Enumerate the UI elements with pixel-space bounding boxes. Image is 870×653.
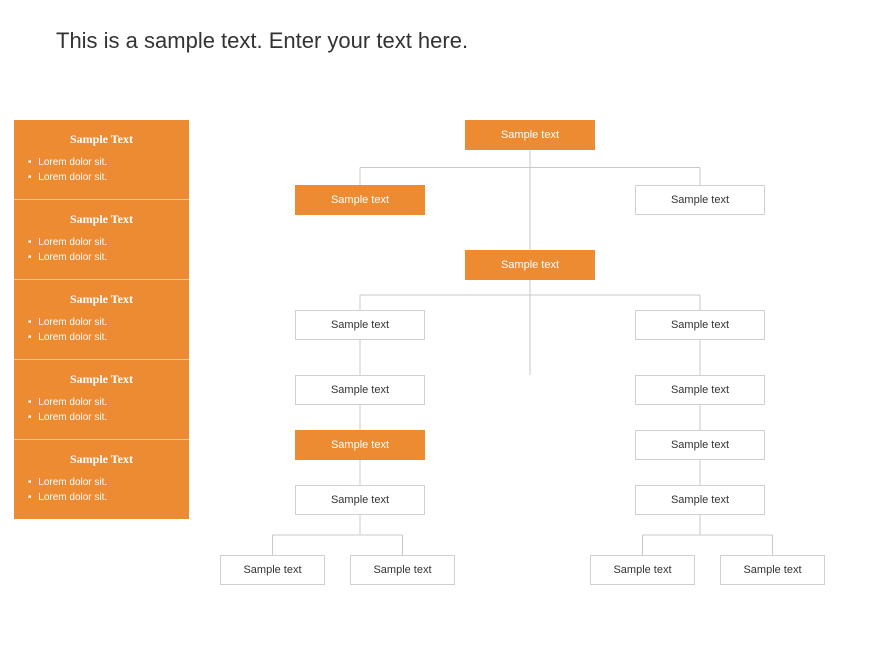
chart-node: Sample text <box>295 185 425 215</box>
chart-node: Sample text <box>350 555 455 585</box>
sidebar-bullet: Lorem dolor sit. <box>26 490 177 505</box>
org-chart: Sample text Sample text Sample text Sample … <box>200 110 860 640</box>
chart-node: Sample text <box>295 485 425 515</box>
sidebar-item: Sample Text Lorem dolor sit.Lorem dolor s… <box>14 360 189 440</box>
sidebar-bullet: Lorem dolor sit. <box>26 410 177 425</box>
sidebar-item-title: Sample Text <box>26 292 177 307</box>
chart-node: Sample text <box>220 555 325 585</box>
sidebar-item-title: Sample Text <box>26 452 177 467</box>
chart-node: Sample text <box>465 120 595 150</box>
chart-node: Sample text <box>635 185 765 215</box>
chart-node: Sample text <box>295 375 425 405</box>
sidebar-item: Sample Text Lorem dolor sit.Lorem dolor s… <box>14 200 189 280</box>
sidebar-item-title: Sample Text <box>26 132 177 147</box>
sidebar-bullet: Lorem dolor sit. <box>26 170 177 185</box>
sidebar-bullet: Lorem dolor sit. <box>26 250 177 265</box>
sidebar-item: Sample Text Lorem dolor sit.Lorem dolor s… <box>14 440 189 519</box>
sidebar-bullet: Lorem dolor sit. <box>26 330 177 345</box>
chart-node: Sample text <box>590 555 695 585</box>
page-title: This is a sample text. Enter your text h… <box>56 28 468 54</box>
sidebar-item-title: Sample Text <box>26 212 177 227</box>
sidebar-bullet: Lorem dolor sit. <box>26 235 177 250</box>
chart-node: Sample text <box>635 310 765 340</box>
sidebar-item: Sample Text Lorem dolor sit.Lorem dolor s… <box>14 280 189 360</box>
chart-node: Sample text <box>295 430 425 460</box>
chart-node: Sample text <box>635 485 765 515</box>
chart-node: Sample text <box>720 555 825 585</box>
sidebar-item-bullets: Lorem dolor sit.Lorem dolor sit. <box>26 235 177 265</box>
sidebar-bullet: Lorem dolor sit. <box>26 315 177 330</box>
sidebar-bullet: Lorem dolor sit. <box>26 395 177 410</box>
chart-node: Sample text <box>635 430 765 460</box>
sidebar: Sample TextLorem dolor sit.Lorem dolor s… <box>14 120 189 519</box>
sidebar-item-bullets: Lorem dolor sit.Lorem dolor sit. <box>26 155 177 185</box>
sidebar-bullet: Lorem dolor sit. <box>26 475 177 490</box>
chart-node: Sample text <box>295 310 425 340</box>
sidebar-item: Sample Text Lorem dolor sit.Lorem dolor s… <box>14 120 189 200</box>
sidebar-item-bullets: Lorem dolor sit.Lorem dolor sit. <box>26 395 177 425</box>
sidebar-item-title: Sample Text <box>26 372 177 387</box>
chart-node: Sample text <box>635 375 765 405</box>
sidebar-bullet: Lorem dolor sit. <box>26 155 177 170</box>
sidebar-item-bullets: Lorem dolor sit.Lorem dolor sit. <box>26 475 177 505</box>
sidebar-item-bullets: Lorem dolor sit.Lorem dolor sit. <box>26 315 177 345</box>
chart-node: Sample text <box>465 250 595 280</box>
